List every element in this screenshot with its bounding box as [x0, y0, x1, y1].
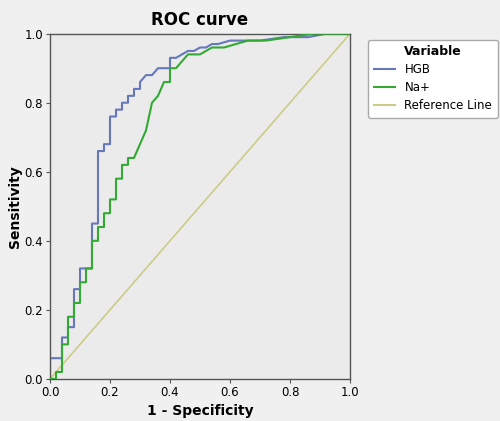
Y-axis label: Sensitivity: Sensitivity [8, 165, 22, 248]
X-axis label: 1 - Specificity: 1 - Specificity [146, 405, 254, 418]
Title: ROC curve: ROC curve [152, 11, 248, 29]
Legend: HGB, Na+, Reference Line: HGB, Na+, Reference Line [368, 40, 498, 117]
